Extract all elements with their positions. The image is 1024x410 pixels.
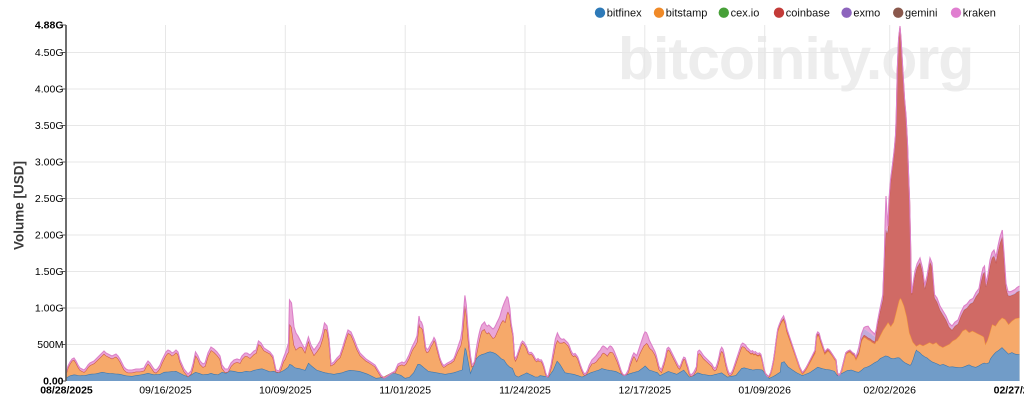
svg-text:11/24/2025: 11/24/2025 <box>499 385 551 397</box>
svg-text:bitstamp: bitstamp <box>666 8 708 20</box>
svg-text:02/27/2026: 02/27/2026 <box>994 385 1024 397</box>
svg-text:Volume [USD]: Volume [USD] <box>12 161 27 250</box>
svg-text:12/17/2025: 12/17/2025 <box>619 385 672 397</box>
svg-text:bitfinex: bitfinex <box>607 8 642 20</box>
svg-text:08/28/2025: 08/28/2025 <box>40 385 93 397</box>
svg-text:exmo: exmo <box>853 8 880 20</box>
svg-text:02/02/2026: 02/02/2026 <box>863 385 916 397</box>
svg-text:09/16/2025: 09/16/2025 <box>139 385 192 397</box>
svg-text:3.50G: 3.50G <box>35 120 64 132</box>
svg-text:0.00: 0.00 <box>43 376 64 388</box>
svg-text:4.88G: 4.88G <box>35 20 64 32</box>
svg-text:500M: 500M <box>37 339 63 351</box>
svg-text:cex.io: cex.io <box>731 8 760 20</box>
svg-text:3.00G: 3.00G <box>35 157 64 169</box>
svg-text:01/09/2026: 01/09/2026 <box>738 385 791 397</box>
svg-text:4.00G: 4.00G <box>35 84 64 96</box>
svg-text:coinbase: coinbase <box>786 8 830 20</box>
svg-text:11/01/2025: 11/01/2025 <box>379 385 431 397</box>
svg-text:2.50G: 2.50G <box>35 193 64 205</box>
svg-text:1.00G: 1.00G <box>35 303 64 315</box>
svg-text:kraken: kraken <box>963 8 996 20</box>
svg-text:10/09/2025: 10/09/2025 <box>259 385 312 397</box>
svg-text:bitcoinity.org: bitcoinity.org <box>618 26 973 92</box>
svg-text:2.00G: 2.00G <box>35 230 64 242</box>
svg-text:1.50G: 1.50G <box>35 266 64 278</box>
svg-text:gemini: gemini <box>905 8 937 20</box>
svg-text:4.50G: 4.50G <box>35 47 64 59</box>
